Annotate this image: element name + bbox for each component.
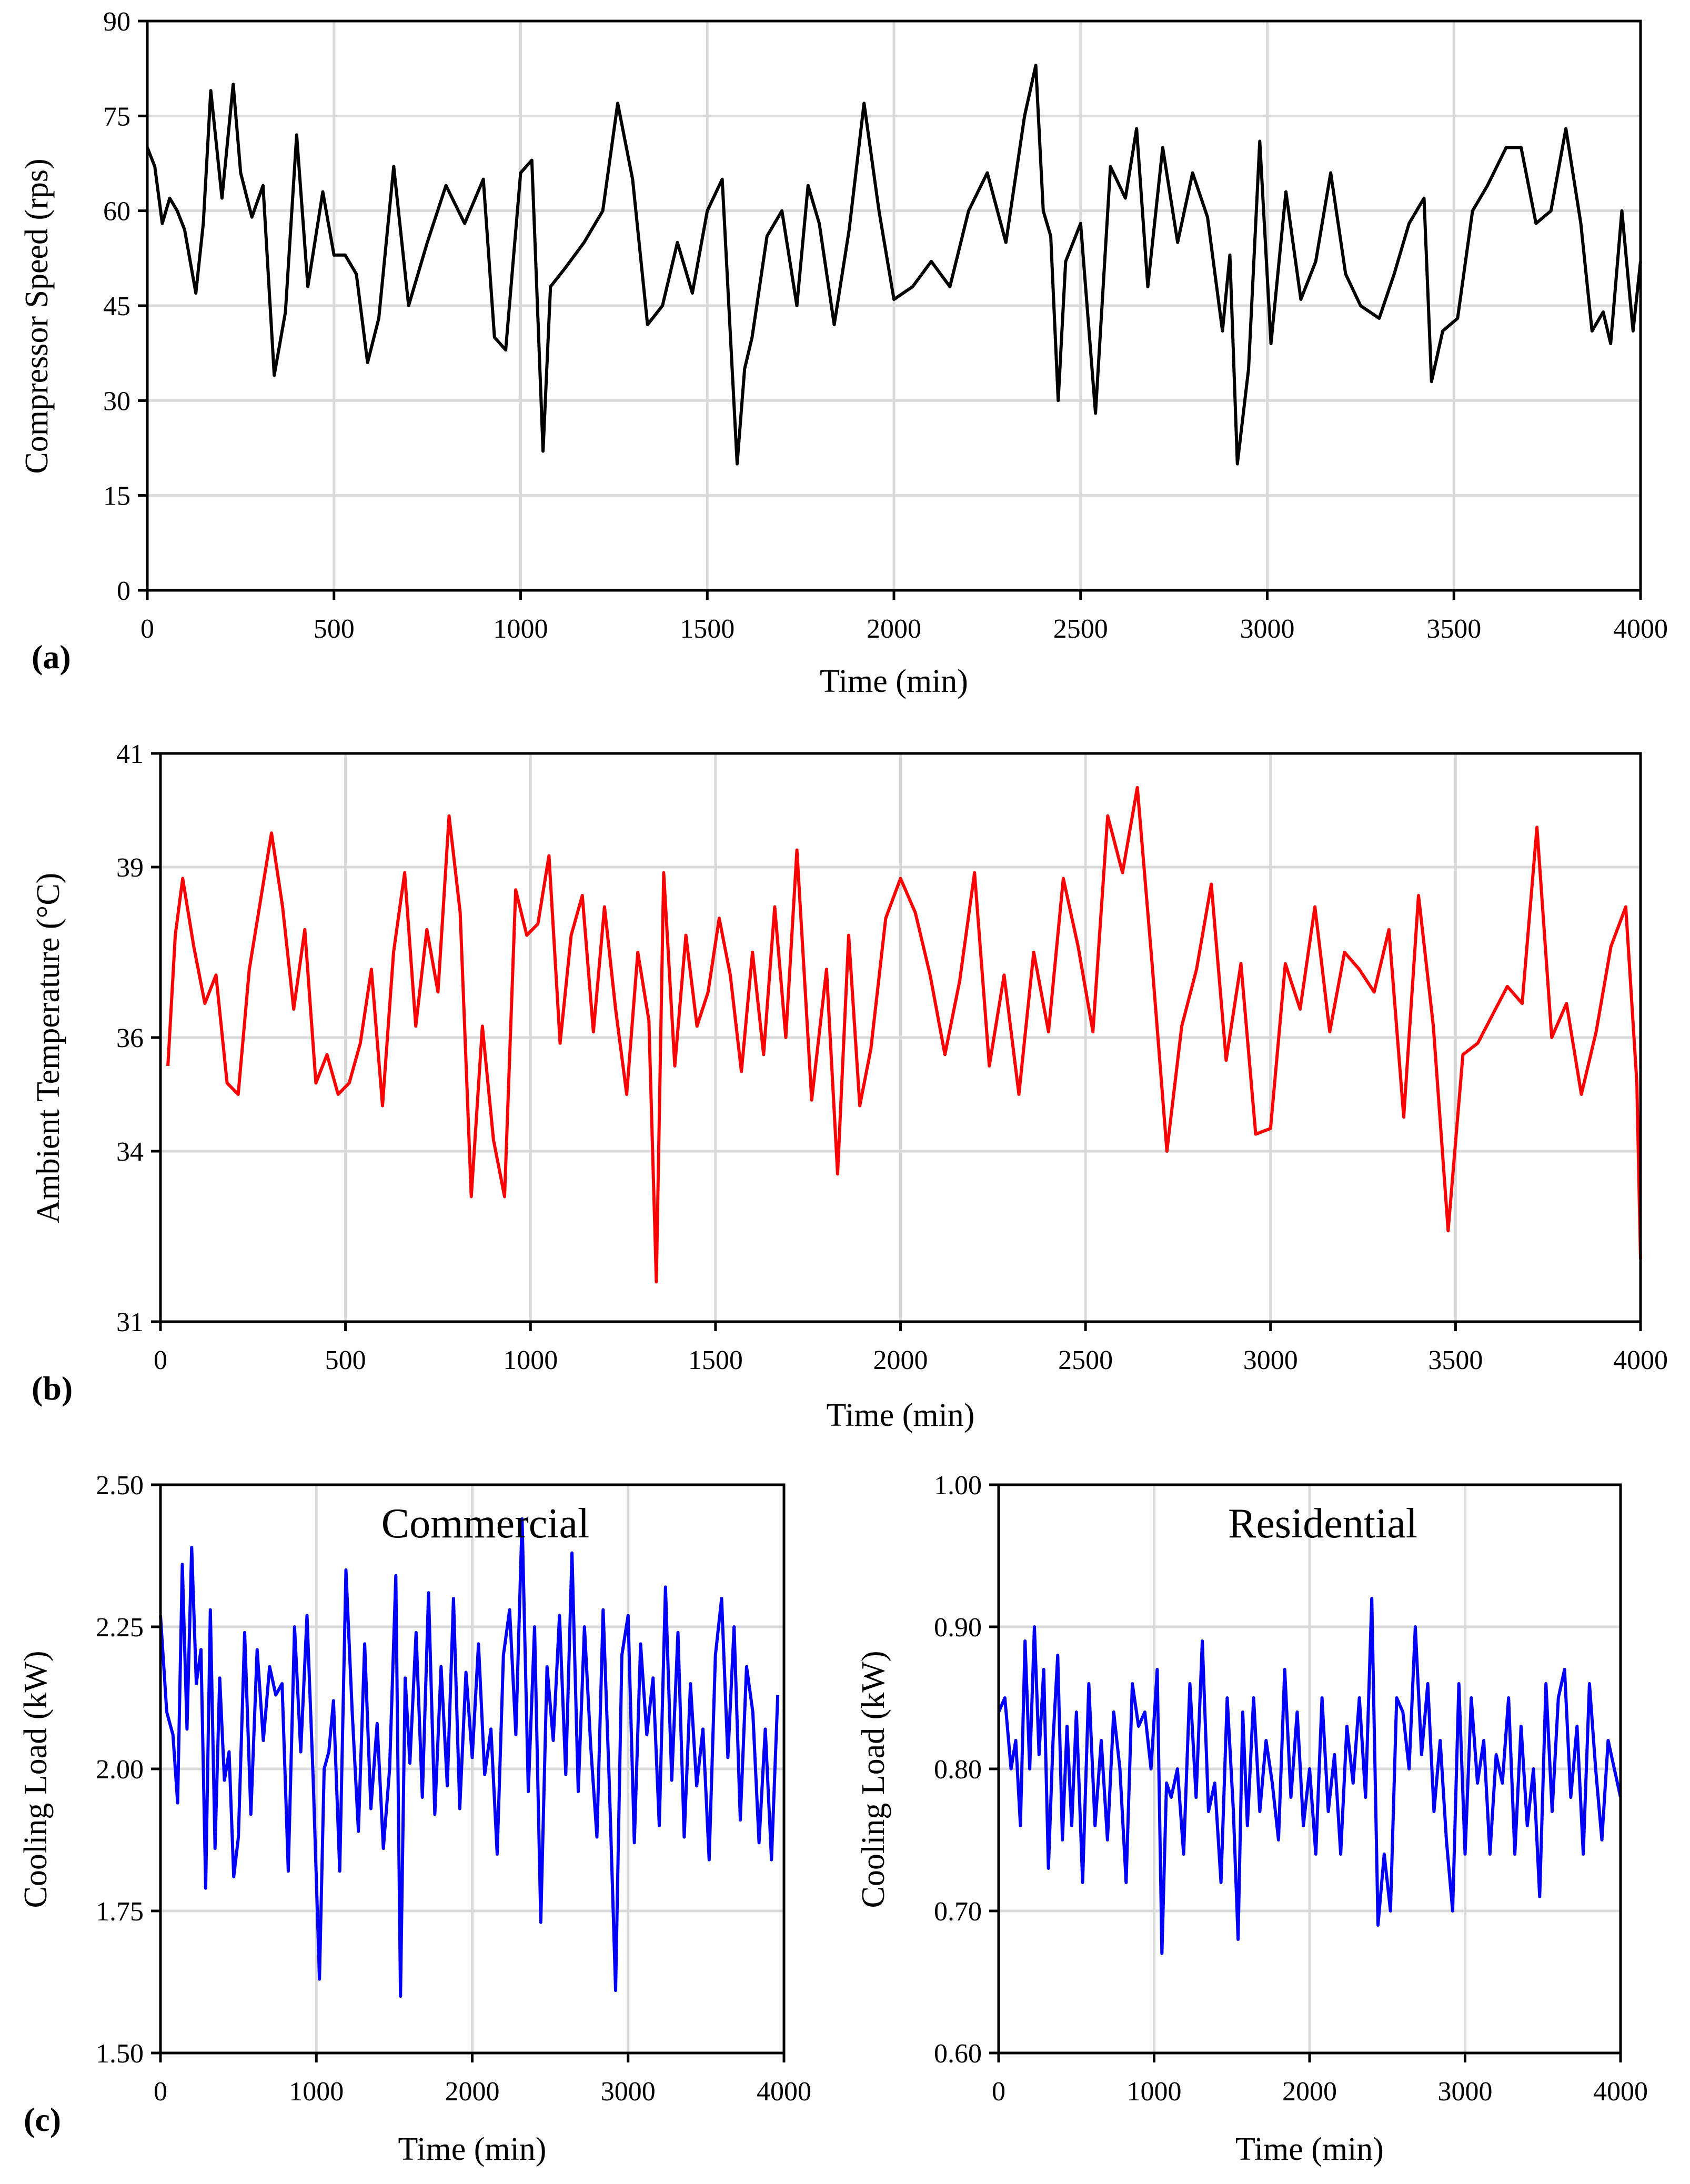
x-axis-label: Time (min) <box>1235 2131 1384 2167</box>
x-tick-label: 0 <box>154 1345 167 1375</box>
x-tick-label: 3000 <box>1243 1345 1298 1375</box>
y-tick-label: 0.80 <box>934 1755 982 1785</box>
x-tick-label: 4000 <box>1613 614 1668 644</box>
y-tick-label: 0.70 <box>934 1897 982 1927</box>
y-tick-label: 1.75 <box>96 1897 144 1927</box>
y-tick-label: 90 <box>103 7 130 37</box>
x-tick-label: 2000 <box>1282 2077 1337 2107</box>
x-tick-label: 1000 <box>289 2077 344 2107</box>
series-line-c2 <box>997 1597 1622 1955</box>
x-tick-label: 2500 <box>1058 1345 1113 1375</box>
y-tick-label: 31 <box>116 1307 144 1337</box>
panel-label: (a) <box>32 638 71 676</box>
y-tick-label: 36 <box>116 1023 144 1053</box>
x-tick-label: 2000 <box>867 614 921 644</box>
x-tick-label: 4000 <box>1593 2077 1648 2107</box>
x-tick-label: 4000 <box>757 2077 811 2107</box>
y-tick-label: 1.50 <box>96 2039 144 2069</box>
x-tick-label: 3500 <box>1428 1345 1483 1375</box>
chart-panel-a: 0 500 1000 1500 2000 2500 3000 3500 4000 0 15 30 45 6… <box>19 7 1668 699</box>
x-axis-label: Time (min) <box>398 2131 547 2167</box>
x-tick-label: 1000 <box>494 614 548 644</box>
y-tick-label: 0 <box>117 576 130 606</box>
x-tick-label: 1000 <box>503 1345 558 1375</box>
y-tick-label: 0.60 <box>934 2039 982 2069</box>
y-axis-label: Cooling Load (kW) <box>856 1650 891 1908</box>
x-tick-label: 500 <box>314 614 355 644</box>
panel-label: (c) <box>24 2101 61 2138</box>
chart-panel-c2: 0 1000 2000 3000 4000 0.60 0.70 0.80 0.90 1.00 Tim… <box>856 1471 1648 2167</box>
y-tick-label: 39 <box>116 853 144 883</box>
y-tick-label: 0.90 <box>934 1613 982 1643</box>
y-tick-label: 45 <box>103 291 130 321</box>
x-tick-label: 0 <box>992 2077 1005 2107</box>
y-tick-label: 2.00 <box>96 1755 144 1785</box>
y-tick-label: 75 <box>103 102 130 132</box>
x-tick-label: 0 <box>154 2077 167 2107</box>
series-line-b <box>166 786 1642 1284</box>
x-tick-label: 1500 <box>688 1345 743 1375</box>
chart-panel-c1: 0 1000 2000 3000 4000 1.50 1.75 2.00 2.25 2.50 Tim… <box>18 1471 811 2167</box>
x-axis-label: Time (min) <box>827 1397 975 1433</box>
x-tick-label: 3000 <box>1240 614 1295 644</box>
y-tick-label: 34 <box>116 1137 144 1167</box>
y-tick-label: 2.25 <box>96 1613 144 1643</box>
x-tick-label: 500 <box>325 1345 366 1375</box>
y-tick-label: 15 <box>103 481 130 511</box>
y-axis-label: Cooling Load (kW) <box>18 1650 54 1908</box>
x-tick-label: 4000 <box>1613 1345 1668 1375</box>
chart-title: Residential <box>1228 1501 1417 1547</box>
chart-title: Commercial <box>381 1501 589 1547</box>
x-tick-label: 3000 <box>601 2077 656 2107</box>
chart-panel-b: 0 500 1000 1500 2000 2500 3000 3500 4000 31 34 36 39… <box>31 739 1668 1433</box>
x-tick-label: 1500 <box>680 614 735 644</box>
x-tick-label: 2500 <box>1053 614 1108 644</box>
y-tick-label: 60 <box>103 197 130 227</box>
x-tick-label: 2000 <box>445 2077 500 2107</box>
x-tick-label: 1000 <box>1127 2077 1182 2107</box>
x-tick-label: 3000 <box>1438 2077 1493 2107</box>
y-tick-label: 41 <box>116 739 144 769</box>
x-tick-label: 3500 <box>1426 614 1481 644</box>
y-axis-label: Compressor Speed (rps) <box>19 158 55 474</box>
x-axis-label: Time (min) <box>820 663 968 699</box>
series-line-c1 <box>159 1517 780 1998</box>
y-axis-label: Ambient Temperature (°C) <box>31 873 66 1224</box>
y-tick-label: 1.00 <box>934 1471 982 1501</box>
y-tick-label: 30 <box>103 386 130 416</box>
x-tick-label: 2000 <box>873 1345 928 1375</box>
y-tick-label: 2.50 <box>96 1471 144 1501</box>
panel-label: (b) <box>32 1370 73 1407</box>
x-tick-label: 0 <box>140 614 154 644</box>
series-line-a <box>146 64 1642 466</box>
